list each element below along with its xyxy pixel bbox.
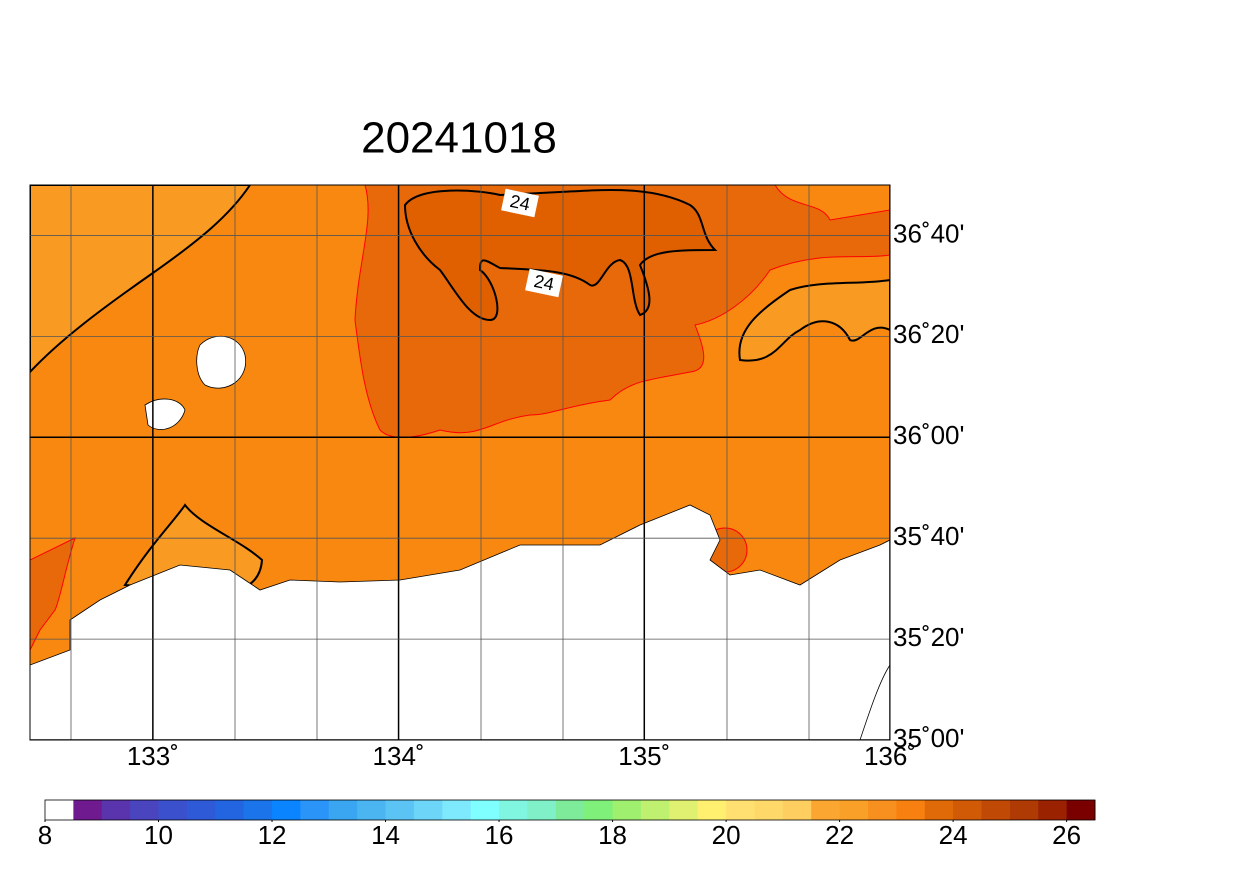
- colorbar-box: [243, 800, 273, 820]
- graticule: [30, 185, 890, 740]
- colorbar-box: [981, 800, 1011, 820]
- colorbar-box: [300, 800, 330, 820]
- lat-label: 35˚00': [893, 723, 964, 753]
- colorbar-label: 8: [38, 820, 52, 850]
- colorbar-box: [754, 800, 784, 820]
- colorbar-box: [1009, 800, 1039, 820]
- colorbar-box: [896, 800, 926, 820]
- island: [196, 336, 247, 389]
- island: [144, 398, 186, 430]
- colorbar-box: [45, 800, 74, 820]
- colorbar-frame: [44, 799, 1096, 821]
- colorbar-box: [953, 800, 982, 820]
- colorbar-box: [640, 800, 670, 820]
- colorbar-box: [839, 800, 869, 820]
- colorbar-label: 24: [939, 820, 968, 850]
- colorbar-box: [130, 800, 160, 820]
- colorbar-box: [357, 800, 387, 820]
- colorbar-box: [726, 800, 755, 820]
- colorbar-box: [272, 800, 301, 820]
- colorbar-box: [555, 800, 585, 820]
- contour-label-box: 24: [525, 268, 563, 298]
- colorbar-label: 20: [712, 820, 741, 850]
- colorbar-label: 12: [258, 820, 287, 850]
- colorbar-box: [101, 800, 131, 820]
- colorbar-box: [697, 800, 727, 820]
- label-bg: [501, 188, 539, 218]
- colorbar-box: [470, 800, 500, 820]
- colorbar-box: [215, 800, 245, 820]
- colorbar-label: 18: [598, 820, 627, 850]
- colorbar-box: [1038, 800, 1068, 820]
- colorbar-box: [584, 800, 614, 820]
- colorbar-box: [186, 800, 216, 820]
- lat-label: 35˚20': [893, 622, 964, 652]
- warm-region: [30, 537, 76, 651]
- colorbar-box: [442, 800, 472, 820]
- lat-label: 36˚20': [893, 319, 964, 349]
- lat-label: 36˚00': [893, 420, 964, 450]
- colorbar-box: [73, 800, 103, 820]
- lon-label: 135˚: [618, 741, 670, 771]
- title: 20241018: [361, 114, 557, 163]
- lat-label: 36˚40': [893, 218, 964, 248]
- colorbar-box: [413, 800, 443, 820]
- colorbar-box: [612, 800, 642, 820]
- colorbar-box: [158, 800, 188, 820]
- cool-region: [738, 278, 890, 362]
- lon-label: 136˚: [864, 741, 916, 771]
- land: [30, 504, 890, 740]
- map-frame: [29, 184, 891, 741]
- colorbar-box: [328, 800, 358, 820]
- cool-region: [30, 185, 252, 374]
- map-area: 24 24: [30, 185, 890, 740]
- lon-label: 134˚: [373, 741, 425, 771]
- contour-label: 24: [508, 191, 532, 215]
- colorbar-label: 26: [1052, 820, 1081, 850]
- contour-label: 24: [532, 271, 556, 295]
- colorbar-box: [669, 800, 699, 820]
- colorbar-label: 16: [485, 820, 514, 850]
- colorbar-box: [811, 800, 841, 820]
- colorbar-box: [782, 800, 812, 820]
- colorbar-label: 22: [825, 820, 854, 850]
- contour-label-box: 24: [501, 188, 539, 218]
- lat-label: 35˚40': [893, 521, 964, 551]
- colorbar-box: [499, 800, 528, 820]
- colorbar-box: [867, 800, 897, 820]
- colorbar-label: 14: [371, 820, 400, 850]
- colorbar-box: [1066, 800, 1096, 820]
- colorbar-box: [924, 800, 954, 820]
- colorbar-label: 10: [144, 820, 173, 850]
- colorbar-box: [385, 800, 415, 820]
- lon-label: 133˚: [127, 741, 179, 771]
- colorbar-box: [527, 800, 557, 820]
- label-bg: [525, 268, 563, 298]
